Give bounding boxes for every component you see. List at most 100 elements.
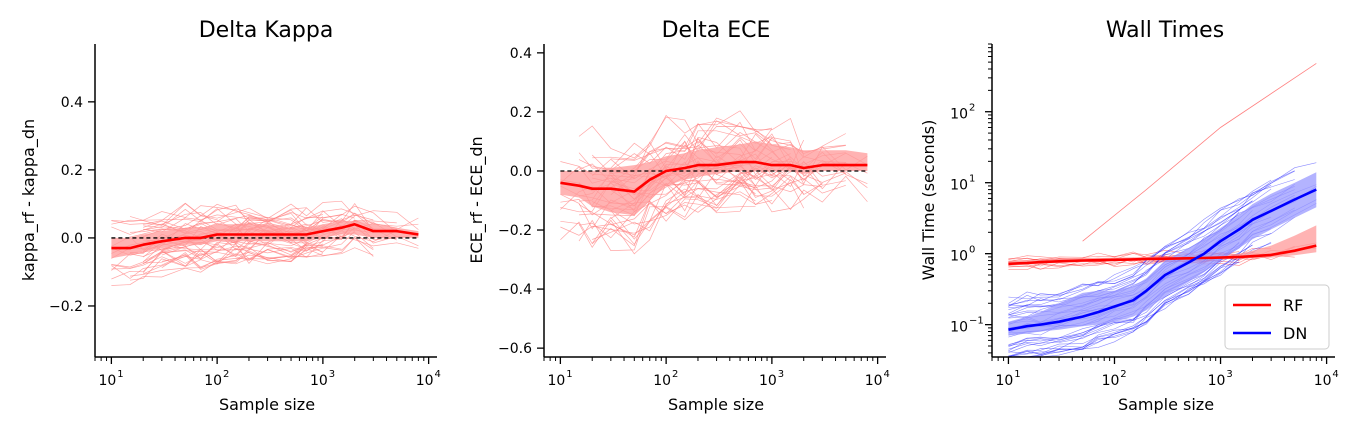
legend: RF DN: [1224, 284, 1330, 350]
y-tick-label: 0.2: [510, 105, 532, 121]
y-tick-label: 0.4: [61, 95, 83, 111]
individual-trace: [592, 175, 868, 240]
individual-trace: [143, 200, 419, 230]
individual-trace: [1008, 179, 1295, 307]
x-tick-exponent: 1: [117, 369, 123, 380]
x-tick-exponent: 2: [672, 369, 678, 380]
x-tick-label: 10: [653, 373, 671, 389]
legend-label-dn: DN: [1283, 324, 1307, 343]
y-tick-label: 10: [950, 107, 968, 123]
individual-trace: [1008, 179, 1272, 306]
y-tick-label: −0.2: [49, 299, 83, 315]
individual-trace: [1008, 261, 1240, 358]
wall-times-xlabel: Sample size: [1118, 395, 1214, 414]
individual-trace: [1008, 241, 1272, 358]
y-tick-label: −0.4: [498, 282, 532, 298]
confidence-band: [111, 220, 419, 259]
plot-area: [1008, 63, 1317, 358]
individual-trace: [143, 245, 307, 275]
x-tick-label: 10: [98, 373, 116, 389]
individual-trace: [610, 178, 804, 240]
individual-trace: [111, 242, 307, 270]
individual-trace: [560, 165, 804, 230]
individual-trace: [1008, 188, 1272, 310]
individual-trace: [142, 236, 324, 273]
individual-trace: [592, 110, 772, 160]
individual-trace: [1082, 63, 1317, 242]
mean-line: [560, 160, 868, 193]
delta-kappa-title: Delta Kappa: [199, 18, 334, 43]
plot-area: [111, 200, 419, 286]
legend-box: [1224, 284, 1330, 350]
mean-line: [111, 223, 419, 250]
wall-times-title: Wall Times: [1106, 18, 1224, 43]
x-tick-label: 10: [547, 373, 565, 389]
confidence-band: [560, 141, 868, 216]
wall-times-ylabel: Wall Time (seconds): [919, 120, 938, 281]
x-tick-label: 10: [1208, 373, 1226, 389]
y-tick-label: 0.0: [61, 231, 83, 247]
y-tick-label: 0.2: [61, 163, 83, 179]
delta-ece-panel: Delta ECE Sample size ECE_rf - ECE_dn 10…: [467, 18, 890, 414]
individual-trace: [1008, 162, 1317, 304]
x-tick-label: 10: [1102, 373, 1120, 389]
delta-kappa-ylabel: kappa_rf - kappa_dn: [19, 119, 39, 281]
x-tick-exponent: 4: [883, 369, 889, 380]
dn-mean-line: [1008, 188, 1317, 331]
individual-trace: [1008, 244, 1253, 357]
x-tick-exponent: 4: [434, 369, 440, 380]
rf-mean-line: [1008, 244, 1317, 266]
wall-times-panel: Wall Times Sample size Wall Time (second…: [919, 18, 1339, 414]
confidence-band: [1008, 225, 1317, 266]
x-tick-exponent: 3: [778, 369, 784, 380]
x-tick-label: 10: [204, 373, 222, 389]
individual-trace: [129, 244, 342, 281]
x-tick-exponent: 1: [1014, 369, 1020, 380]
individual-trace: [143, 247, 323, 270]
y-tick-exponent: 1: [969, 174, 975, 185]
individual-trace: [1008, 254, 1240, 357]
delta-kappa-xlabel: Sample size: [219, 395, 315, 414]
individual-trace: [1008, 241, 1240, 347]
individual-trace: [1008, 217, 1295, 353]
x-tick-label: 10: [310, 373, 328, 389]
individual-trace: [161, 230, 355, 265]
x-tick-exponent: 1: [566, 369, 572, 380]
x-tick-label: 10: [416, 373, 434, 389]
plot-area: [560, 110, 868, 255]
individual-trace: [1008, 244, 1253, 354]
individual-trace: [592, 170, 804, 236]
x-tick-label: 10: [759, 373, 777, 389]
individual-trace: [1008, 233, 1272, 357]
x-tick-exponent: 2: [223, 369, 229, 380]
x-tick-label: 10: [865, 373, 883, 389]
individual-trace: [1008, 200, 1253, 314]
x-tick-label: 10: [996, 373, 1014, 389]
individual-trace: [1008, 184, 1272, 307]
y-tick-exponent: 0: [969, 245, 975, 256]
y-tick-label: 10: [950, 178, 968, 194]
individual-trace: [1008, 170, 1295, 299]
confidence-band: [1008, 172, 1317, 336]
delta-kappa-panel: Delta Kappa Sample size kappa_rf - kappa…: [19, 18, 441, 414]
individual-trace: [143, 204, 307, 228]
individual-trace: [578, 182, 823, 251]
delta-ece-xlabel: Sample size: [668, 395, 764, 414]
individual-trace: [143, 234, 419, 265]
y-tick-label: 10: [950, 320, 968, 336]
y-tick-label: −0.2: [498, 223, 532, 239]
y-tick-label: 0.0: [510, 164, 532, 180]
individual-trace: [1008, 255, 1240, 358]
y-tick-exponent: 2: [969, 103, 975, 114]
legend-label-rf: RF: [1283, 296, 1303, 315]
individual-trace: [111, 212, 307, 232]
x-tick-exponent: 4: [1332, 369, 1338, 380]
x-tick-exponent: 3: [329, 369, 335, 380]
x-tick-exponent: 3: [1226, 369, 1232, 380]
delta-ece-title: Delta ECE: [662, 18, 771, 43]
individual-trace: [1008, 261, 1240, 358]
individual-trace: [1008, 243, 1272, 358]
individual-trace: [1008, 200, 1253, 308]
delta-ece-ylabel: ECE_rf - ECE_dn: [467, 136, 487, 263]
